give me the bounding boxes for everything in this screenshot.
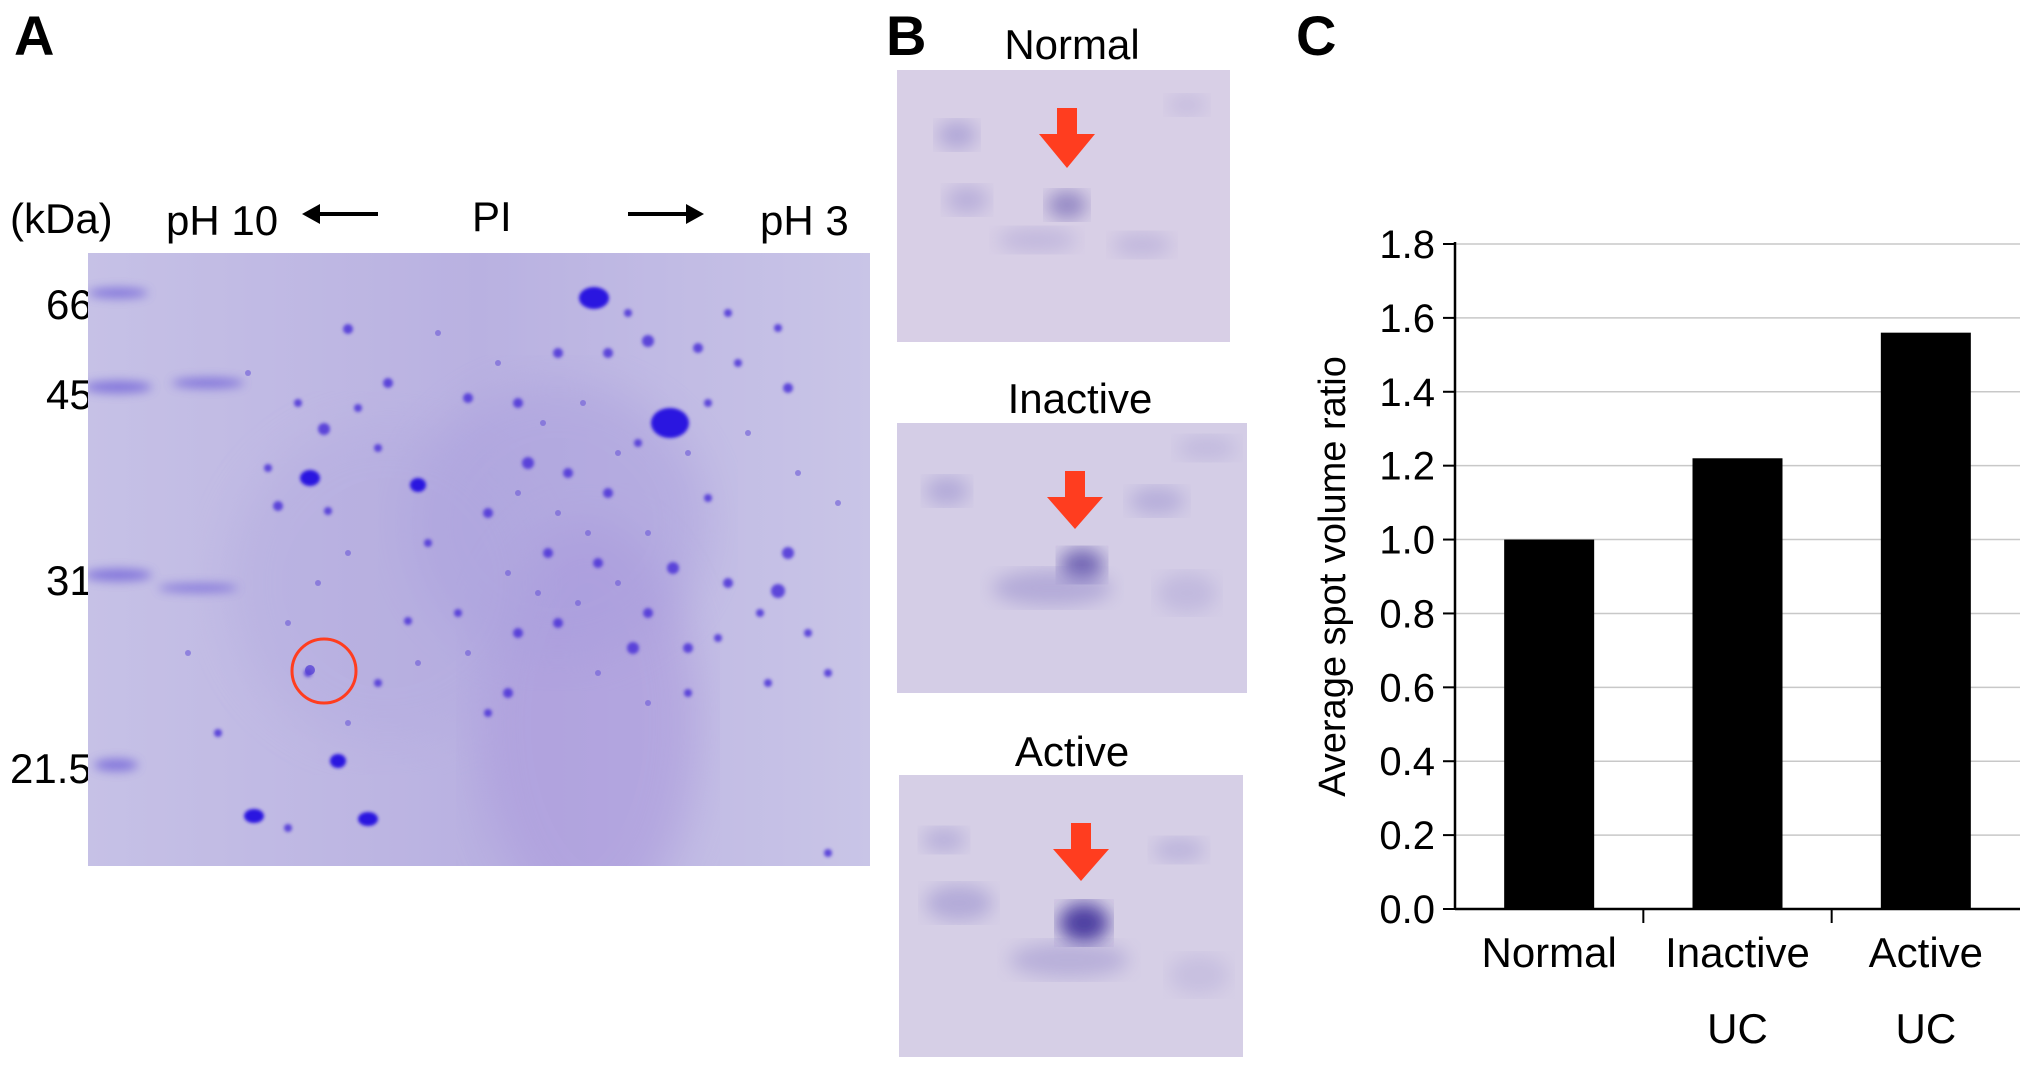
panel-a-label: A [14,4,55,67]
y-tick-label: 1.0 [1379,519,1435,563]
x-category-label: Normal [1481,929,1616,976]
x-category-label: Inactive [1665,929,1810,976]
gel-strip-inactive [897,423,1247,693]
x-category-label: UC [1707,1005,1768,1052]
panel-c-label: C [1296,4,1337,67]
target-spot-normal [1047,191,1087,219]
y-tick-label: 0.8 [1379,592,1435,636]
y-axis-title: Average spot volume ratio [1312,356,1354,797]
ph3-label: pH 3 [760,197,849,244]
x-category-label: Active [1869,929,1983,976]
strip-title-inactive: Inactive [1007,375,1153,422]
mw-marker-21-5: 21.5 [10,745,92,792]
gel-image [84,253,870,923]
gel-strip-active [899,775,1243,1057]
y-tick-label: 1.2 [1379,445,1435,489]
bar-active-uc [1880,332,1971,909]
kda-unit-label: (kDa) [10,195,113,242]
pi-label: PI [472,193,512,240]
strip-title-normal: Normal [1004,21,1140,68]
target-spot-active [1059,903,1109,943]
x-category-label: UC [1895,1005,1956,1052]
bar-inactive-uc [1692,458,1783,909]
gel-strip-normal [897,70,1230,342]
ph10-label: pH 10 [166,197,279,244]
y-tick-label: 0.6 [1379,666,1435,710]
arrow-down-icon [1039,108,1095,168]
arrow-right-icon [626,200,706,233]
arrow-down-icon [1053,823,1109,881]
panel-b-label: B [886,4,927,67]
bar-normal [1504,539,1595,909]
y-tick-label: 0.4 [1379,740,1435,784]
y-tick-label: 0.2 [1379,814,1435,858]
mw-marker-31: 31 [46,557,93,604]
highlight-circle [290,637,358,705]
mw-marker-45: 45 [46,371,93,418]
y-tick-label: 1.4 [1379,371,1435,415]
y-tick-label: 1.6 [1379,297,1435,341]
arrow-down-icon [1047,471,1103,529]
strip-title-active: Active [1014,728,1130,775]
y-tick-label: 1.8 [1379,223,1435,267]
y-tick-label: 0.0 [1379,888,1435,932]
bar-chart: 0.0 0.2 0.4 0.6 0.8 1.0 1.2 1.4 1.6 1.8 Normal Inac… [1300,200,2031,1070]
arrow-left-icon [300,200,380,233]
mw-marker-66: 66 [46,281,93,328]
